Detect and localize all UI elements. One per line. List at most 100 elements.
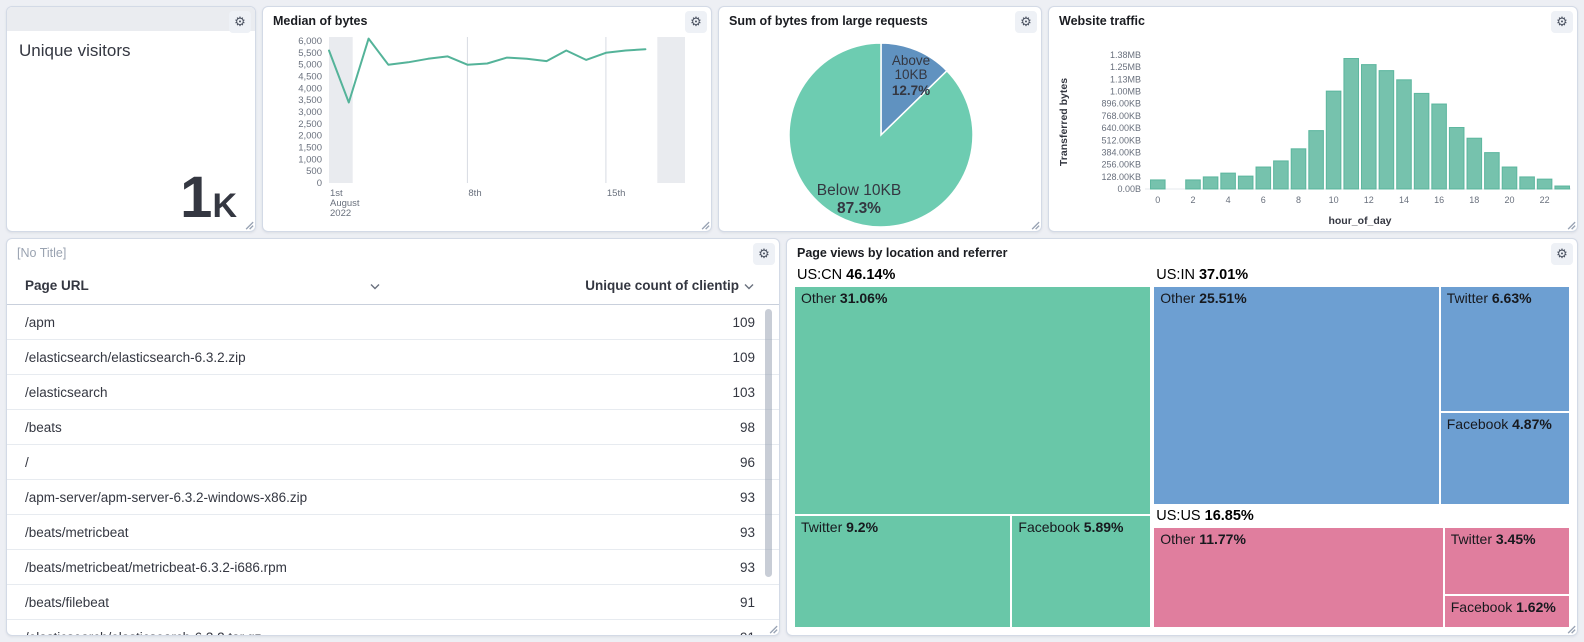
svg-text:5,500: 5,500: [298, 48, 322, 59]
unique-count-cell[interactable]: 91: [740, 620, 755, 635]
traffic-bar-hour-21[interactable]: [1519, 176, 1535, 190]
pie-slice-below-10kb[interactable]: [788, 42, 974, 228]
traffic-bar-hour-8[interactable]: [1290, 148, 1307, 190]
table-row[interactable]: /beats 98: [7, 410, 779, 445]
panel-options-button[interactable]: ⚙: [1015, 11, 1037, 33]
unique-count-cell[interactable]: 93: [739, 560, 755, 575]
unique-count-cell[interactable]: 109: [732, 315, 755, 330]
unique-count-cell[interactable]: 109: [732, 350, 755, 365]
panel-options-button[interactable]: ⚙: [1551, 11, 1573, 33]
table-row[interactable]: /beats/filebeat 91: [7, 585, 779, 620]
traffic-bar-hour-20[interactable]: [1501, 166, 1518, 190]
scrollbar-thumb[interactable]: [765, 309, 772, 577]
svg-text:1.13MB: 1.13MB: [1110, 74, 1141, 84]
traffic-bar-hour-10[interactable]: [1325, 90, 1342, 190]
page-url-cell[interactable]: /: [25, 455, 29, 470]
column-header-unique-count[interactable]: Unique count of clientip: [585, 278, 739, 293]
traffic-bar-hour-23[interactable]: [1554, 185, 1570, 190]
page-url-cell[interactable]: /beats: [25, 420, 62, 435]
svg-text:14: 14: [1399, 195, 1409, 205]
svg-text:1.38MB: 1.38MB: [1110, 50, 1141, 60]
panel-options-button[interactable]: ⚙: [685, 11, 707, 33]
panel-resize-handle[interactable]: [240, 216, 254, 230]
unique-count-cell[interactable]: 98: [739, 420, 755, 435]
treemap-cell-US:US-Facebook[interactable]: Facebook 1.62%: [1444, 596, 1569, 627]
traffic-bar-hour-2[interactable]: [1185, 179, 1201, 190]
traffic-bar-chart[interactable]: 1.38MB 1.25MB 1.13MB 1.00MB 896.00KB 768.00KB…: [1049, 27, 1577, 231]
panel-resize-handle[interactable]: [1562, 620, 1576, 634]
traffic-bar-hour-0[interactable]: [1150, 179, 1166, 190]
unique-count-cell[interactable]: 93: [739, 525, 755, 540]
page-url-cell[interactable]: /apm: [25, 315, 56, 330]
traffic-bar-hour-17[interactable]: [1448, 127, 1465, 190]
chevron-down-icon[interactable]: [369, 283, 381, 291]
page-url-cell[interactable]: /beats/metricbeat/metricbeat-6.3.2-i686.…: [25, 560, 287, 575]
treemap-cell-US:CN-Twitter[interactable]: Twitter 9.2%: [795, 516, 1011, 627]
treemap-cell-US:US-Other[interactable]: Other 11.77%: [1154, 528, 1443, 627]
panel-website-traffic: Website traffic ⚙ 1.38MB 1.25MB 1.13MB 1.00…: [1048, 6, 1578, 232]
traffic-bar-hour-6[interactable]: [1255, 166, 1272, 190]
traffic-bar-hour-18[interactable]: [1466, 137, 1483, 190]
partial-data-band: [657, 37, 685, 183]
treemap-cell-US:IN-Twitter[interactable]: Twitter 6.63%: [1440, 287, 1569, 412]
panel-resize-handle[interactable]: [696, 216, 710, 230]
treemap-cell-label: Twitter 6.63%: [1446, 290, 1532, 306]
treemap-cell-US:US-Twitter[interactable]: Twitter 3.45%: [1444, 528, 1569, 595]
svg-text:1.00MB: 1.00MB: [1110, 87, 1141, 97]
traffic-bar-hour-7[interactable]: [1273, 160, 1289, 190]
panel-options-button[interactable]: ⚙: [1551, 243, 1573, 265]
svg-text:2,500: 2,500: [298, 119, 322, 130]
pie-slice-above-10kb[interactable]: [880, 42, 948, 137]
traffic-bar-hour-11[interactable]: [1343, 58, 1359, 190]
traffic-bar-hour-15[interactable]: [1413, 92, 1430, 190]
unique-count-cell[interactable]: 96: [739, 455, 755, 470]
traffic-bar-hour-12[interactable]: [1361, 64, 1377, 190]
page-url-cell[interactable]: /elasticsearch: [25, 385, 108, 400]
table-row[interactable]: /beats/metricbeat 93: [7, 515, 779, 550]
treemap-group-header-US:IN: US:IN 37.01%: [1156, 267, 1249, 283]
table-row[interactable]: /apm 109: [7, 305, 779, 340]
traffic-bar-hour-3[interactable]: [1202, 176, 1219, 190]
column-header-page-url[interactable]: Page URL: [25, 278, 89, 293]
traffic-bar-hour-22[interactable]: [1536, 178, 1553, 190]
treemap-cell-US:IN-Facebook[interactable]: Facebook 4.87%: [1440, 413, 1569, 505]
panel-resize-handle[interactable]: [1562, 216, 1576, 230]
treemap-cell-label: Facebook 5.89%: [1018, 519, 1124, 536]
table-row[interactable]: /elasticsearch 103: [7, 375, 779, 410]
treemap-cell-US:CN-Other[interactable]: Other 31.06%: [795, 287, 1151, 515]
traffic-bar-hour-13[interactable]: [1378, 70, 1395, 190]
table-row[interactable]: /elasticsearch/elasticsearch-6.3.2.tar.g…: [7, 620, 779, 635]
panel-header-strip: [7, 7, 255, 31]
table-row[interactable]: /elasticsearch/elasticsearch-6.3.2.zip 10…: [7, 340, 779, 375]
pie-pct-above: 12.7%: [892, 83, 930, 98]
traffic-bar-hour-19[interactable]: [1484, 152, 1500, 190]
page-url-cell[interactable]: /beats/filebeat: [25, 595, 110, 610]
sort-desc-chevron-icon[interactable]: [743, 283, 755, 291]
median-bytes-line[interactable]: [328, 37, 647, 104]
panel-resize-handle[interactable]: [1026, 216, 1040, 230]
svg-text:15th: 15th: [607, 188, 626, 199]
svg-text:8th: 8th: [468, 188, 481, 199]
traffic-bar-hour-5[interactable]: [1237, 175, 1254, 190]
treemap-cell-US:IN-Other[interactable]: Other 25.51%: [1154, 287, 1439, 505]
panel-resize-handle[interactable]: [764, 620, 778, 634]
unique-count-cell[interactable]: 103: [732, 385, 755, 400]
page-url-cell[interactable]: /elasticsearch/elasticsearch-6.3.2.zip: [25, 350, 246, 365]
traffic-bar-hour-14[interactable]: [1396, 79, 1412, 190]
table-row[interactable]: /beats/metricbeat/metricbeat-6.3.2-i686.…: [7, 550, 779, 585]
unique-count-cell[interactable]: 91: [739, 595, 755, 610]
page-url-cell[interactable]: /apm-server/apm-server-6.3.2-windows-x86…: [25, 490, 308, 505]
traffic-bar-hour-9[interactable]: [1308, 130, 1324, 190]
unique-count-cell[interactable]: 93: [739, 490, 755, 505]
page-url-cell[interactable]: /elasticsearch/elasticsearch-6.3.2.tar.g…: [25, 620, 261, 635]
traffic-bar-hour-16[interactable]: [1431, 103, 1447, 190]
traffic-bar-hour-4[interactable]: [1220, 172, 1236, 190]
table-row[interactable]: /apm-server/apm-server-6.3.2-windows-x86…: [7, 480, 779, 515]
panel-options-button[interactable]: ⚙: [229, 11, 251, 33]
table-row[interactable]: / 96: [7, 445, 779, 480]
panel-options-button[interactable]: ⚙: [753, 243, 775, 265]
page-url-cell[interactable]: /beats/metricbeat: [25, 525, 129, 540]
treemap-cell-US:CN-Facebook[interactable]: Facebook 5.89%: [1012, 516, 1151, 627]
